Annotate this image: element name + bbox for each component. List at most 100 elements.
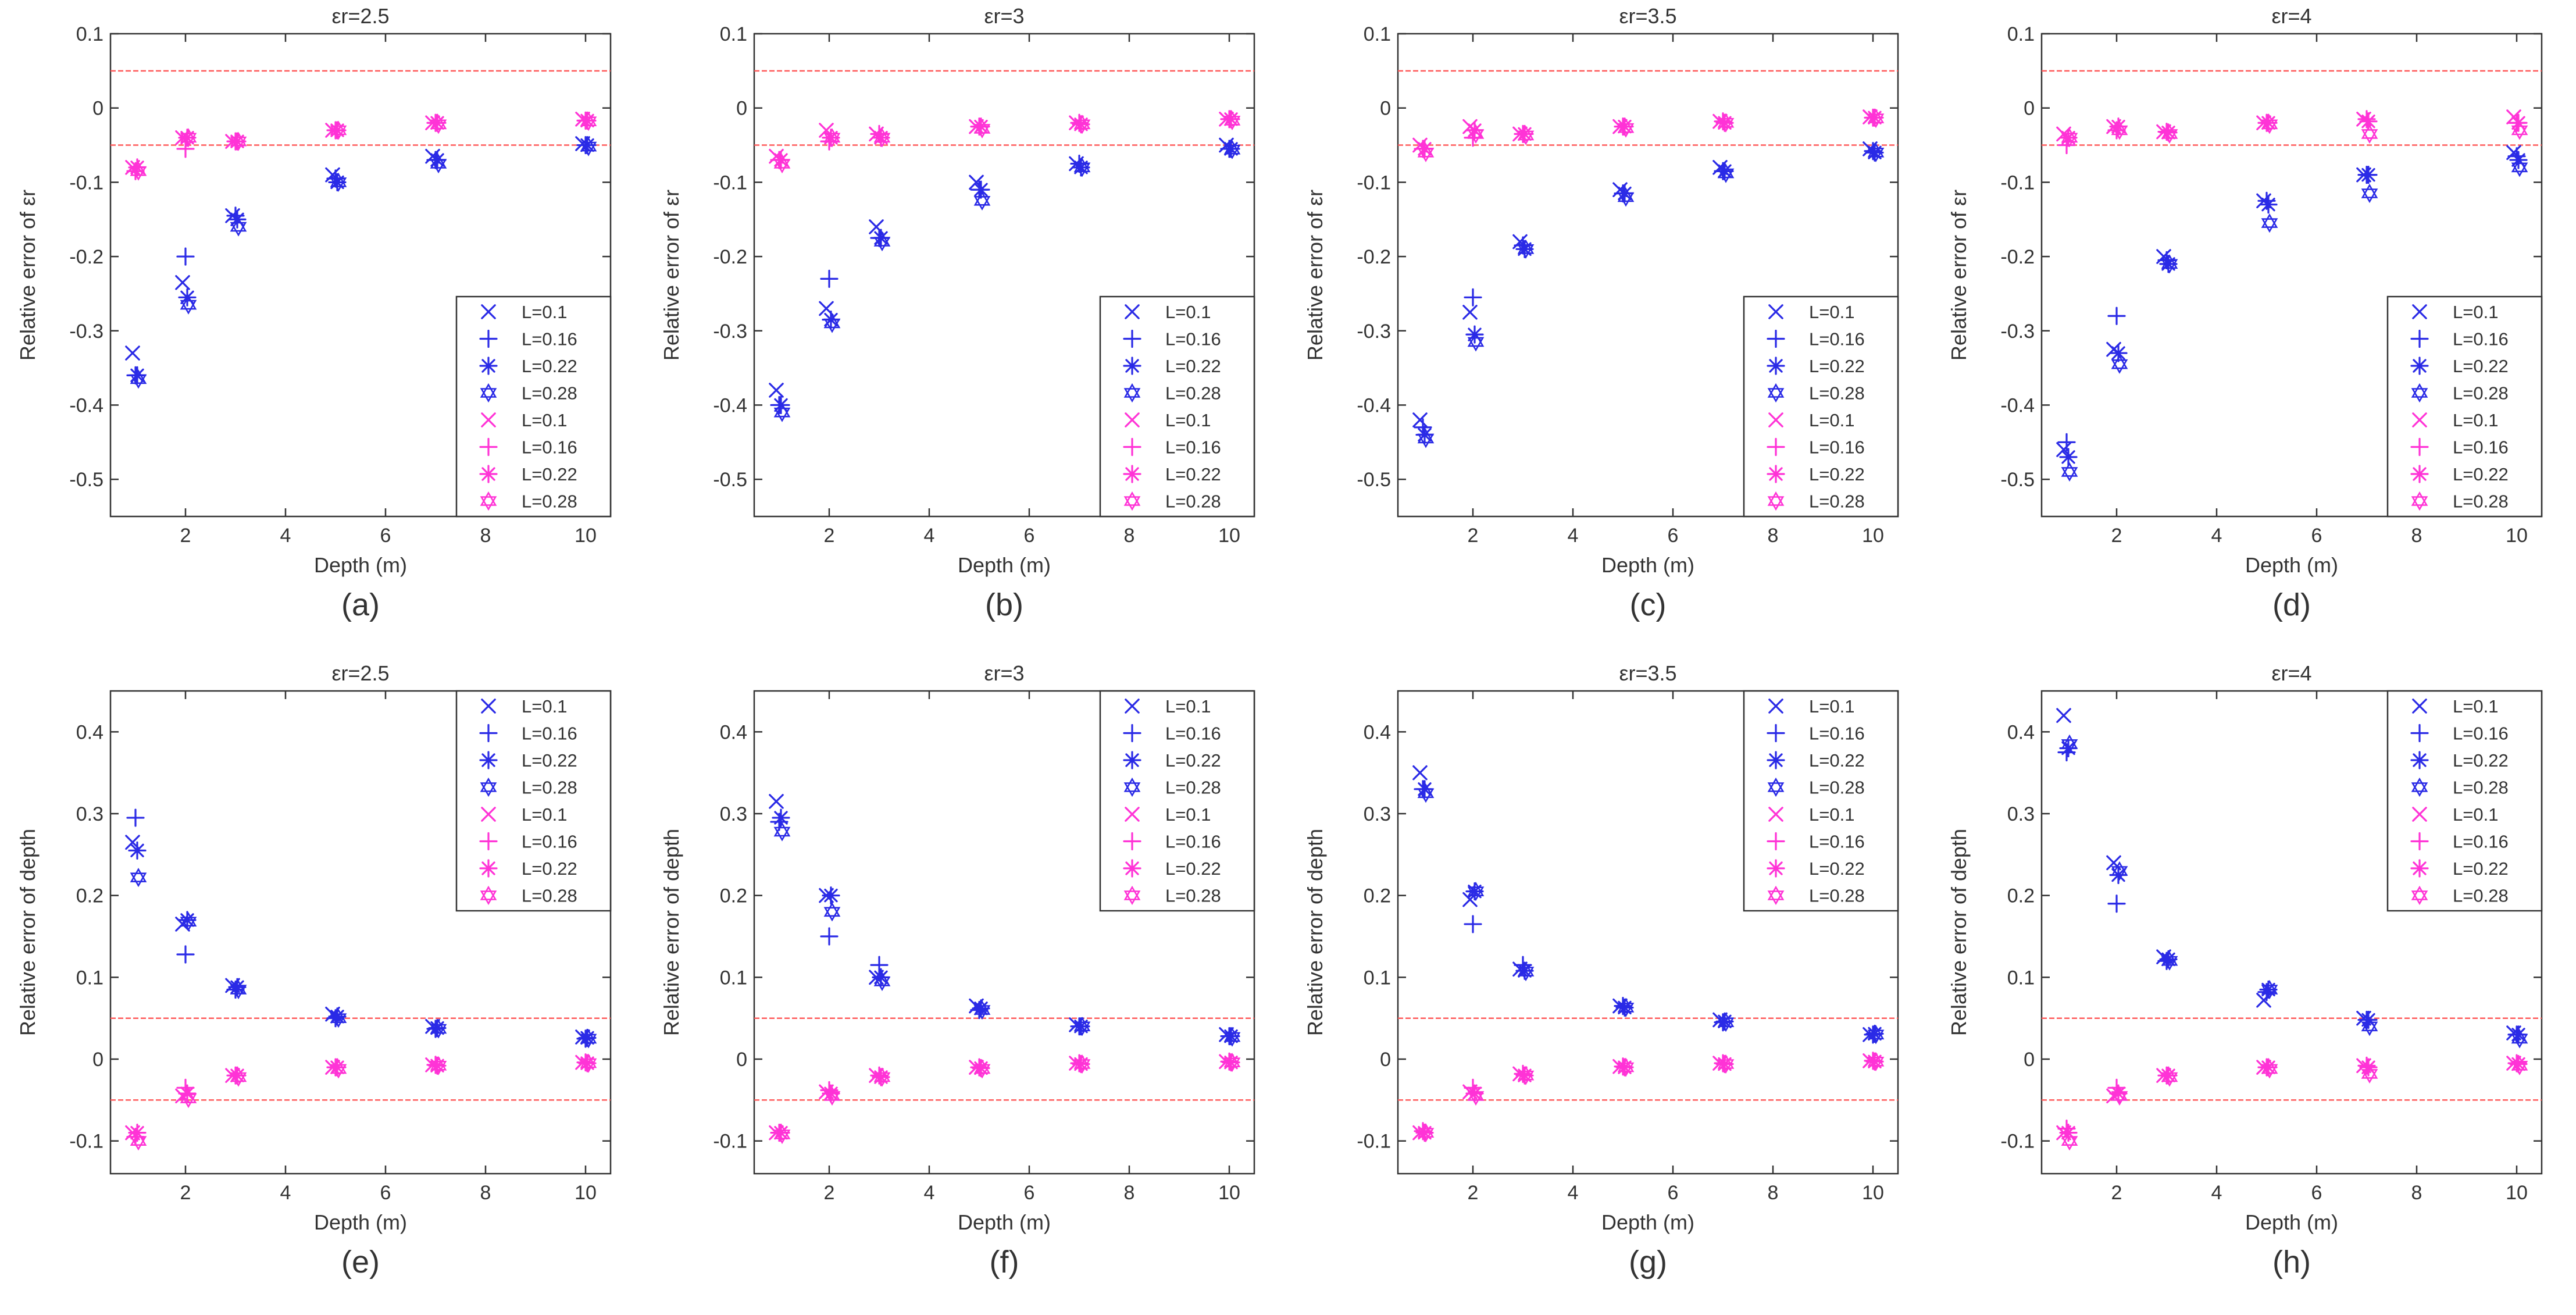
x-tick-label: 8 (1124, 525, 1135, 547)
data-point (1462, 305, 1478, 320)
legend-marker (480, 383, 497, 403)
legend-label: L=0.28 (1165, 778, 1221, 798)
legend-marker (1123, 751, 1141, 769)
legend-label: L=0.16 (1165, 724, 1221, 744)
y-tick-label: -0.4 (713, 394, 747, 416)
data-point (430, 115, 447, 134)
data-point (180, 295, 197, 315)
legend-label: L=0.22 (1809, 858, 1865, 879)
x-axis-label: Depth (m) (958, 553, 1051, 577)
y-tick-label: 0 (2024, 98, 2035, 120)
x-tick-label: 10 (575, 525, 597, 547)
data-point (1464, 915, 1482, 933)
data-point (176, 945, 195, 964)
data-point (1467, 332, 1485, 352)
data-point (1517, 961, 1535, 982)
data-point (2259, 195, 2278, 214)
data-point (2359, 166, 2378, 184)
legend-marker (1767, 383, 1785, 403)
legend-marker (2412, 807, 2427, 822)
chart-title: εr=3 (984, 4, 1024, 28)
data-point (2111, 861, 2128, 881)
x-tick-label: 2 (824, 525, 835, 547)
legend-label: L=0.22 (522, 356, 577, 376)
x-tick-label: 2 (180, 525, 191, 547)
y-tick-label: -0.1 (2000, 1131, 2035, 1153)
y-tick-label: -0.1 (713, 1131, 747, 1153)
legend-label: L=0.22 (2453, 464, 2509, 484)
data-point (1467, 882, 1485, 901)
y-tick-label: 0.1 (720, 967, 747, 989)
x-tick-label: 10 (2506, 525, 2528, 547)
legend-label: L=0.22 (522, 464, 577, 484)
legend-marker (2410, 357, 2429, 375)
legend-label: L=0.16 (2453, 437, 2509, 458)
legend-label: L=0.28 (2453, 886, 2509, 906)
data-point (1517, 126, 1535, 145)
y-tick-label: 0.2 (720, 885, 747, 907)
y-tick-label: 0.1 (2007, 967, 2035, 989)
data-point (176, 140, 195, 158)
legend-marker (1123, 357, 1141, 375)
data-point (873, 971, 891, 992)
y-tick-label: -0.5 (2000, 469, 2035, 491)
y-tick-label: 0.4 (720, 721, 747, 743)
legend-marker (1123, 832, 1141, 851)
data-point (773, 402, 791, 422)
legend-marker (1767, 491, 1785, 511)
y-tick-label: -0.2 (713, 246, 747, 268)
panel-f: εr=3 -0.1 0 0.1 0.2 0.3 0.4 2 4 6 8 10 Depth (m) Rela… (644, 657, 1283, 1314)
y-tick-label: 0 (736, 1049, 747, 1071)
y-tick-label: 0.4 (76, 721, 104, 743)
y-tick-label: 0 (1380, 1049, 1391, 1071)
x-tick-label: 2 (824, 1182, 835, 1204)
legend-marker (481, 699, 496, 714)
legend-label: L=0.28 (1165, 491, 1221, 512)
legend-marker (2410, 329, 2429, 348)
data-point (820, 269, 839, 288)
data-point (1412, 765, 1428, 781)
panel-label: (f) (990, 1245, 1019, 1280)
chart-title: εr=2.5 (331, 661, 389, 685)
data-point (2111, 354, 2128, 374)
x-tick-label: 4 (280, 1182, 291, 1204)
chart-title: εr=3.5 (1619, 661, 1676, 685)
legend: L=0.1 L=0.16 L=0.22 L=0.28 L=0.1 L=0.16 L=0.22… (2386, 690, 2543, 912)
data-point (1417, 1123, 1435, 1143)
legend-label: L=0.22 (522, 858, 577, 879)
y-tick-label: 0.1 (720, 23, 747, 45)
chart-svg: εr=3 -0.1 0 0.1 0.2 0.3 0.4 2 4 6 8 10 Depth (m) Rela… (659, 661, 1255, 1280)
data-point (230, 131, 247, 151)
data-point (1717, 113, 1735, 133)
data-point (1467, 1086, 1485, 1106)
legend-label: L=0.16 (2453, 832, 2509, 852)
data-points (125, 808, 597, 1151)
y-tick-label: -0.2 (2000, 246, 2035, 268)
y-tick-label: 0.2 (2007, 885, 2035, 907)
legend-marker (479, 357, 498, 375)
data-point (1417, 783, 1435, 803)
x-tick-label: 8 (2411, 1182, 2422, 1204)
y-axis-label: Relative error of depth (1303, 829, 1327, 1036)
legend-marker (2410, 437, 2429, 457)
legend-label: L=0.16 (522, 437, 577, 458)
legend-marker (2411, 885, 2428, 906)
legend-marker (1125, 807, 1140, 822)
legend-marker (1123, 465, 1141, 483)
x-tick-label: 2 (1468, 1182, 1479, 1204)
y-tick-label: 0 (736, 98, 747, 120)
data-point (130, 161, 147, 181)
legend-marker (1123, 329, 1141, 348)
legend-marker (1767, 357, 1785, 375)
y-tick-label: 0.4 (2007, 721, 2035, 743)
chart-svg: εr=2.5 -0.1 0 0.1 0.2 0.3 0.4 2 4 6 8 10 Depth (m) Re… (16, 661, 612, 1280)
legend-label: L=0.1 (522, 302, 567, 322)
legend-label: L=0.28 (1809, 886, 1865, 906)
x-tick-label: 10 (1218, 1182, 1240, 1204)
data-point (1464, 288, 1482, 307)
data-point (773, 822, 791, 842)
x-tick-label: 4 (924, 525, 935, 547)
x-tick-label: 2 (2111, 525, 2122, 547)
data-point (1867, 108, 1885, 129)
legend-marker (1768, 699, 1783, 714)
